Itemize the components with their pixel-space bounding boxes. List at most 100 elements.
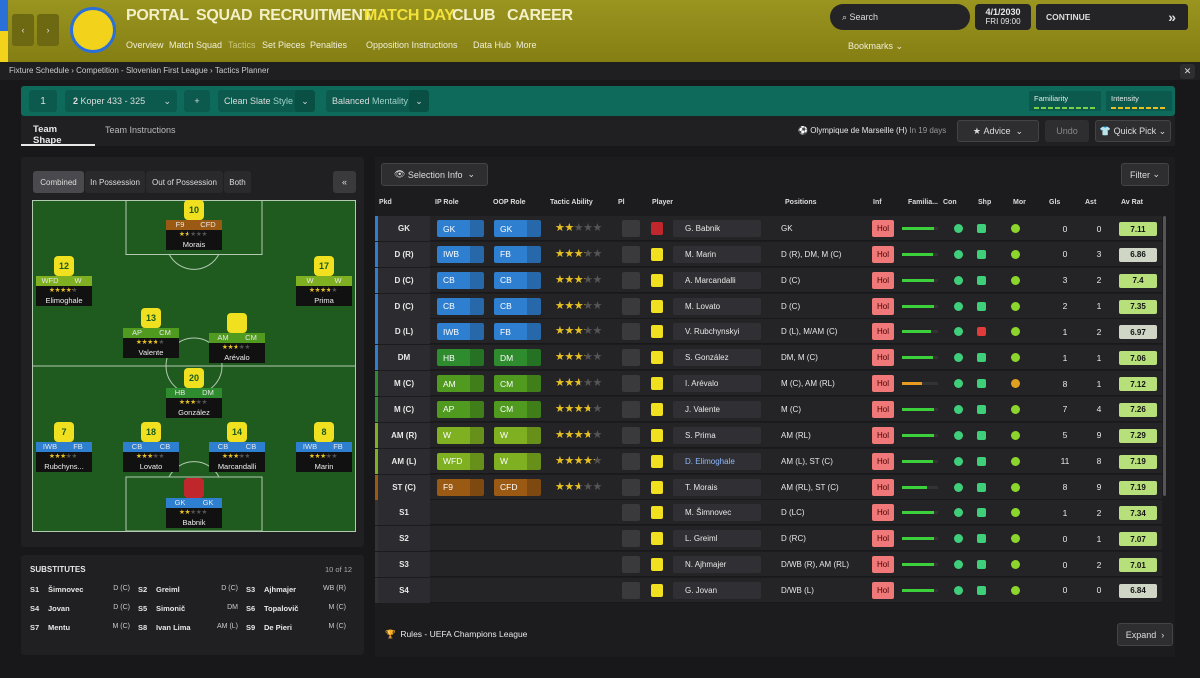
oop-role[interactable]: FB [494, 323, 541, 341]
table-row[interactable]: S4 G. Jovan D/WB (L) Hol 0 0 6.84 [375, 577, 1162, 603]
pitch-view-button[interactable]: Out of Possession [146, 171, 223, 193]
oop-role[interactable]: CFD [494, 478, 541, 496]
oop-role[interactable]: GK [494, 220, 541, 237]
breadcrumb-item[interactable]: Competition - Slovenian First League [76, 66, 208, 75]
column-header[interactable]: Shp [978, 199, 992, 206]
table-row[interactable]: S1 M. Šimnovec D (LC) Hol 1 2 7.34 [375, 500, 1162, 526]
player-name[interactable]: T. Morais [685, 482, 718, 492]
ip-role[interactable]: AP [437, 400, 484, 418]
nav-tab[interactable]: CAREER [507, 7, 573, 24]
ip-role[interactable]: F9 [437, 478, 484, 496]
nav-tab[interactable]: MATCH DAY [364, 7, 455, 24]
column-header[interactable]: Gls [1049, 199, 1061, 206]
table-row[interactable]: GK GK GK G. Babnik GK Hol 0 0 7.11 [375, 216, 1162, 241]
ip-role[interactable]: AM [437, 375, 484, 393]
ip-role[interactable]: W [437, 426, 484, 444]
player-name[interactable]: D. Elimoghale [685, 456, 735, 466]
mentality-dropdown[interactable]: ⌄ [409, 90, 429, 112]
nav-subtab[interactable]: Opposition Instructions [366, 40, 458, 50]
pitch-view-button[interactable]: In Possession [85, 171, 145, 193]
nav-tab[interactable]: SQUAD [196, 7, 253, 24]
nav-tab[interactable]: CLUB [452, 7, 496, 24]
oop-role[interactable]: DM [494, 349, 541, 367]
sub-name[interactable]: De Pieri [264, 623, 292, 632]
player-name[interactable]: M. Šimnovec [685, 508, 732, 518]
selection-info-button[interactable]: 👁 Selection Info ⌄ [381, 163, 488, 186]
pitch-view-button[interactable]: Both [224, 171, 251, 193]
close-button[interactable]: ✕ [1180, 64, 1195, 79]
search-box[interactable]: ⌕ Search [830, 4, 970, 30]
player-name[interactable]: G. Babnik [685, 224, 721, 233]
player-name[interactable]: G. Jovan [685, 585, 718, 595]
ip-role[interactable]: HB [437, 349, 484, 367]
sub-name[interactable]: Simonič [156, 604, 186, 613]
player-name[interactable]: V. Rubchynskyi [685, 327, 740, 337]
ip-role[interactable]: WFD [437, 452, 484, 470]
nav-subtab[interactable]: More [516, 40, 537, 50]
oop-role[interactable]: W [494, 426, 541, 444]
nav-subtab[interactable]: Data Hub [473, 40, 512, 50]
continue-button[interactable]: CONTINUE» [1036, 4, 1188, 30]
sub-name[interactable]: Šimnovec [48, 585, 84, 594]
player-name[interactable]: L. Greiml [685, 534, 718, 544]
sub-name[interactable]: Ivan Lima [156, 623, 191, 632]
collapse-button[interactable]: « [333, 171, 356, 193]
bookmarks[interactable]: Bookmarks ⌄ [848, 41, 904, 51]
ip-role[interactable]: IWB [437, 323, 484, 341]
column-header[interactable]: Inf [873, 199, 882, 206]
ip-role[interactable]: CB [437, 271, 484, 289]
rules[interactable]: 🏆 Rules - UEFA Champions League [385, 629, 528, 639]
pitch-view-button[interactable]: Combined [33, 171, 84, 193]
table-row[interactable]: D (L) IWB FB V. Rubchynskyi D (L), M/AM (C) H… [375, 319, 1162, 345]
table-row[interactable]: AM (L) WFD W D. Elimoghale AM (L), ST (C) Hol… [375, 448, 1162, 474]
column-header[interactable]: Pl [618, 199, 625, 206]
player-name[interactable]: M. Marin [685, 249, 717, 259]
player-name[interactable]: M. Lovato [685, 301, 721, 311]
nav-subtab[interactable]: Set Pieces [262, 40, 306, 50]
oop-role[interactable]: CM [494, 400, 541, 418]
style-dropdown[interactable]: ⌄ [295, 90, 315, 112]
quick-pick-button[interactable]: 👕 Quick Pick ⌄ [1095, 120, 1171, 142]
sub-name[interactable]: Topalovič [264, 604, 299, 613]
nav-tab[interactable]: PORTAL [126, 7, 189, 24]
back-button[interactable]: ‹ [12, 14, 34, 46]
oop-role[interactable]: CM [494, 375, 541, 393]
column-header[interactable]: Av Rat [1121, 199, 1143, 206]
column-header[interactable]: IP Role [435, 199, 459, 206]
advice-button[interactable]: ★ Advice ⌄ [957, 120, 1039, 142]
oop-role[interactable]: W [494, 452, 541, 470]
next-match[interactable]: ⚽ Olympique de Marseille (H) In 19 days [798, 126, 947, 135]
ip-role[interactable]: IWB [437, 245, 484, 263]
club-badge[interactable] [70, 7, 116, 53]
nav-subtab[interactable]: Penalties [310, 40, 348, 50]
tactic-select[interactable]: 2 Koper 433 - 325 ⌄ [65, 90, 177, 112]
nav-subtab[interactable]: Match Squad [169, 40, 223, 50]
table-row[interactable]: S3 N. Ajhmajer D/WB (R), AM (RL) Hol 0 2 7.01 [375, 552, 1162, 578]
player-name[interactable]: S. González [685, 353, 729, 363]
table-row[interactable]: M (C) AP CM J. Valente M (C) Hol 7 4 7.26 [375, 396, 1162, 422]
oop-role[interactable]: CB [494, 297, 541, 315]
column-header[interactable]: Tactic Ability [550, 199, 593, 206]
breadcrumb-item[interactable]: Tactics Planner [214, 66, 270, 75]
tab-team-shape[interactable]: Team Shape [21, 116, 95, 146]
column-header[interactable]: Positions [785, 199, 817, 206]
table-row[interactable]: D (R) IWB FB M. Marin D (R), DM, M (C) Hol 0 3 6… [375, 241, 1162, 267]
filter-button[interactable]: Filter ⌄ [1121, 163, 1169, 186]
column-header[interactable]: Con [943, 199, 957, 206]
sub-name[interactable]: Ajhmajer [264, 585, 297, 594]
sub-name[interactable]: Jovan [48, 604, 70, 613]
column-header[interactable]: Familia... [908, 199, 938, 206]
style-select[interactable]: Clean Slate Style [218, 90, 314, 112]
table-row[interactable]: DM HB DM S. González DM, M (C) Hol 1 1 7.06 [375, 345, 1162, 371]
player-name[interactable]: A. Marcandalli [685, 275, 736, 285]
table-row[interactable]: ST (C) F9 CFD T. Morais AM (RL), ST (C) Hol 8 9… [375, 474, 1162, 500]
nav-subtab[interactable]: Overview [126, 40, 164, 50]
player-name[interactable]: S. Prima [685, 430, 716, 440]
ip-role[interactable]: CB [437, 297, 484, 315]
undo-button[interactable]: Undo [1045, 120, 1089, 142]
breadcrumb-item[interactable]: Fixture Schedule [9, 66, 70, 75]
tactic-slot[interactable]: 1 [29, 90, 57, 112]
column-header[interactable]: Mor [1013, 199, 1026, 206]
nav-subtab[interactable]: Tactics [228, 40, 256, 50]
column-header[interactable]: OOP Role [493, 199, 526, 206]
